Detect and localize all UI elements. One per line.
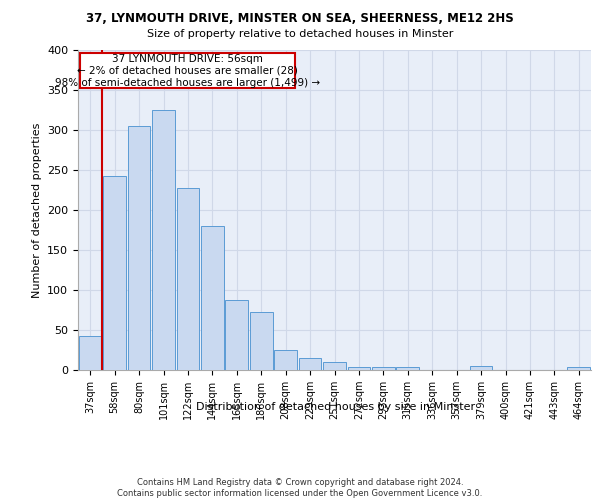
Bar [372, 367, 395, 370]
Bar [323, 362, 346, 370]
Bar [397, 367, 419, 370]
Text: 37 LYNMOUTH DRIVE: 56sqm: 37 LYNMOUTH DRIVE: 56sqm [112, 54, 263, 64]
Bar [103, 176, 126, 370]
Text: Contains HM Land Registry data © Crown copyright and database right 2024.
Contai: Contains HM Land Registry data © Crown c… [118, 478, 482, 498]
Bar [470, 366, 493, 370]
Text: 98% of semi-detached houses are larger (1,499) →: 98% of semi-detached houses are larger (… [55, 78, 320, 88]
Bar [152, 110, 175, 370]
Text: ← 2% of detached houses are smaller (28): ← 2% of detached houses are smaller (28) [77, 66, 298, 76]
Bar [176, 188, 199, 370]
Text: Distribution of detached houses by size in Minster: Distribution of detached houses by size … [196, 402, 476, 412]
Y-axis label: Number of detached properties: Number of detached properties [32, 122, 41, 298]
Text: Size of property relative to detached houses in Minster: Size of property relative to detached ho… [147, 29, 453, 39]
Bar [226, 300, 248, 370]
Bar [80, 53, 295, 88]
Bar [347, 367, 370, 370]
Bar [128, 126, 151, 370]
Bar [299, 358, 322, 370]
Bar [79, 336, 101, 370]
Bar [201, 226, 224, 370]
Bar [274, 350, 297, 370]
Text: 37, LYNMOUTH DRIVE, MINSTER ON SEA, SHEERNESS, ME12 2HS: 37, LYNMOUTH DRIVE, MINSTER ON SEA, SHEE… [86, 12, 514, 24]
Bar [250, 312, 272, 370]
Bar [568, 367, 590, 370]
